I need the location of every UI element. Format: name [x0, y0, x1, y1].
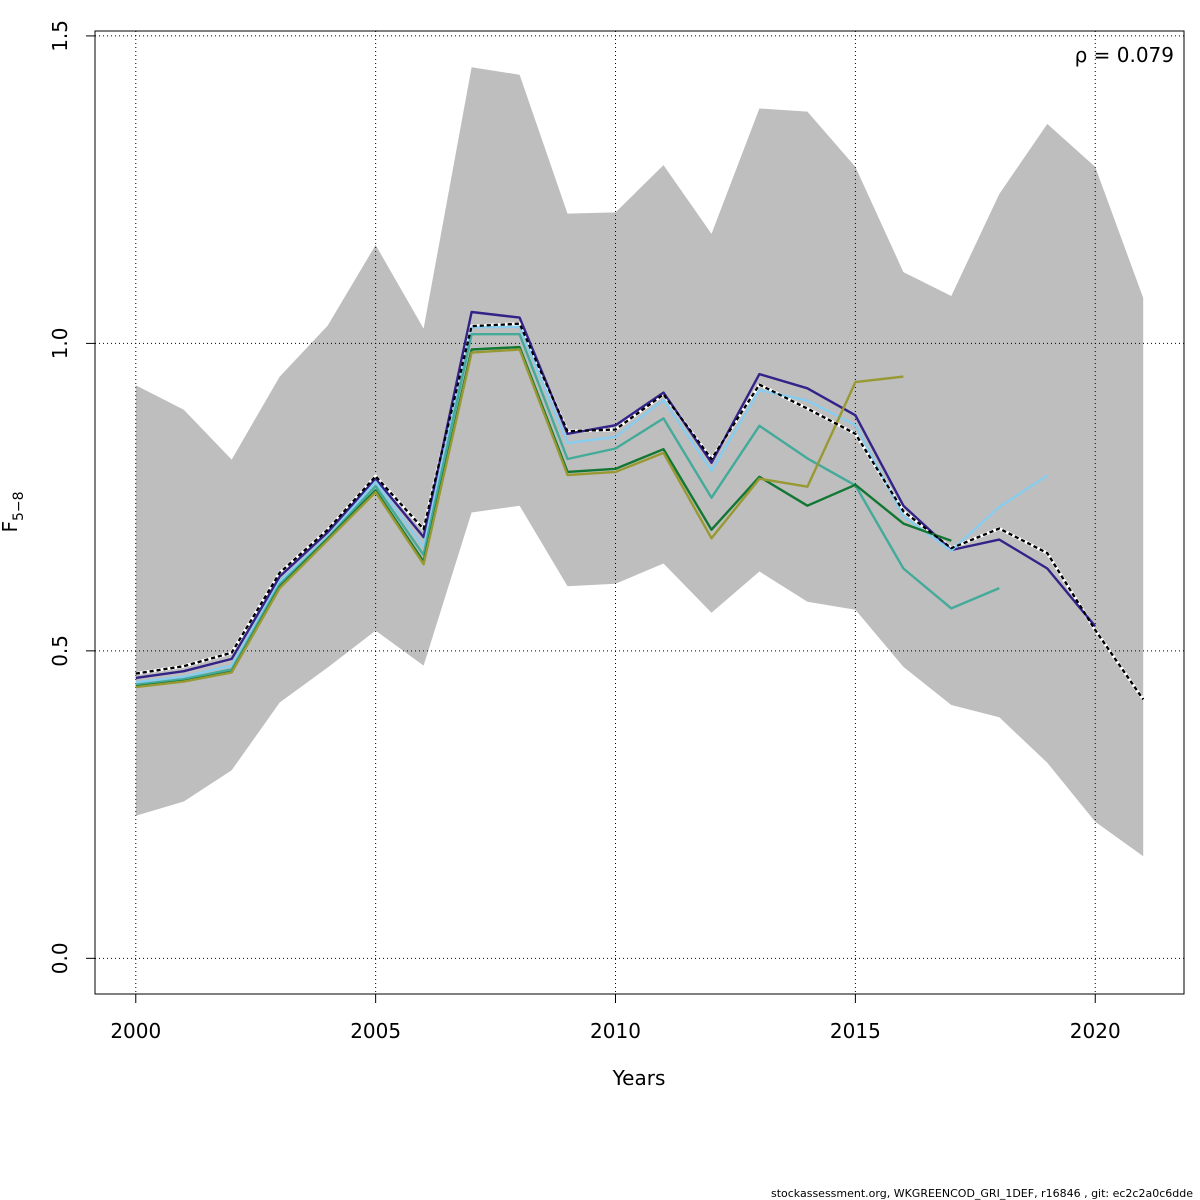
x-tick-label-2000: 2000	[110, 1019, 161, 1043]
y-tick-label-group-0: 0.0	[48, 942, 72, 974]
y-tick-label-1.5: 1.5	[48, 20, 72, 52]
rho-annotation: ρ = 0.079	[1075, 43, 1174, 67]
axis-layer: 2000 2005 2010 2015 2020 0.0 0.5 1.0 1.5	[48, 20, 1121, 1043]
x-tick-label-2020: 2020	[1070, 1019, 1121, 1043]
y-axis-title-main: F	[0, 521, 22, 533]
x-tick-label-2015: 2015	[830, 1019, 881, 1043]
plot-frame	[94, 30, 1185, 995]
series-line-0-halo	[135, 322, 1145, 701]
x-axis-title: Years	[612, 1066, 666, 1090]
grid-layer	[95, 31, 1184, 994]
y-tick-label-group-1.5: 1.5	[48, 20, 72, 52]
series-line-5	[135, 348, 904, 689]
series-layer	[135, 310, 1145, 701]
y-axis-title: F5−8	[0, 491, 27, 532]
x-tick-label-2005: 2005	[350, 1019, 401, 1043]
x-tick-label-2010: 2010	[590, 1019, 641, 1043]
y-tick-label-1: 1.0	[48, 327, 72, 359]
y-axis-title-subscript: 5−8	[11, 491, 27, 521]
footer-credit: stockassessment.org, WKGREENCOD_GRI_1DEF…	[771, 1187, 1193, 1200]
y-tick-label-0: 0.0	[48, 942, 72, 974]
series-line-2	[135, 325, 1048, 684]
y-tick-label-group-1: 1.0	[48, 327, 72, 359]
y-tick-label-group-0.5: 0.5	[48, 635, 72, 667]
y-tick-label-0.5: 0.5	[48, 635, 72, 667]
